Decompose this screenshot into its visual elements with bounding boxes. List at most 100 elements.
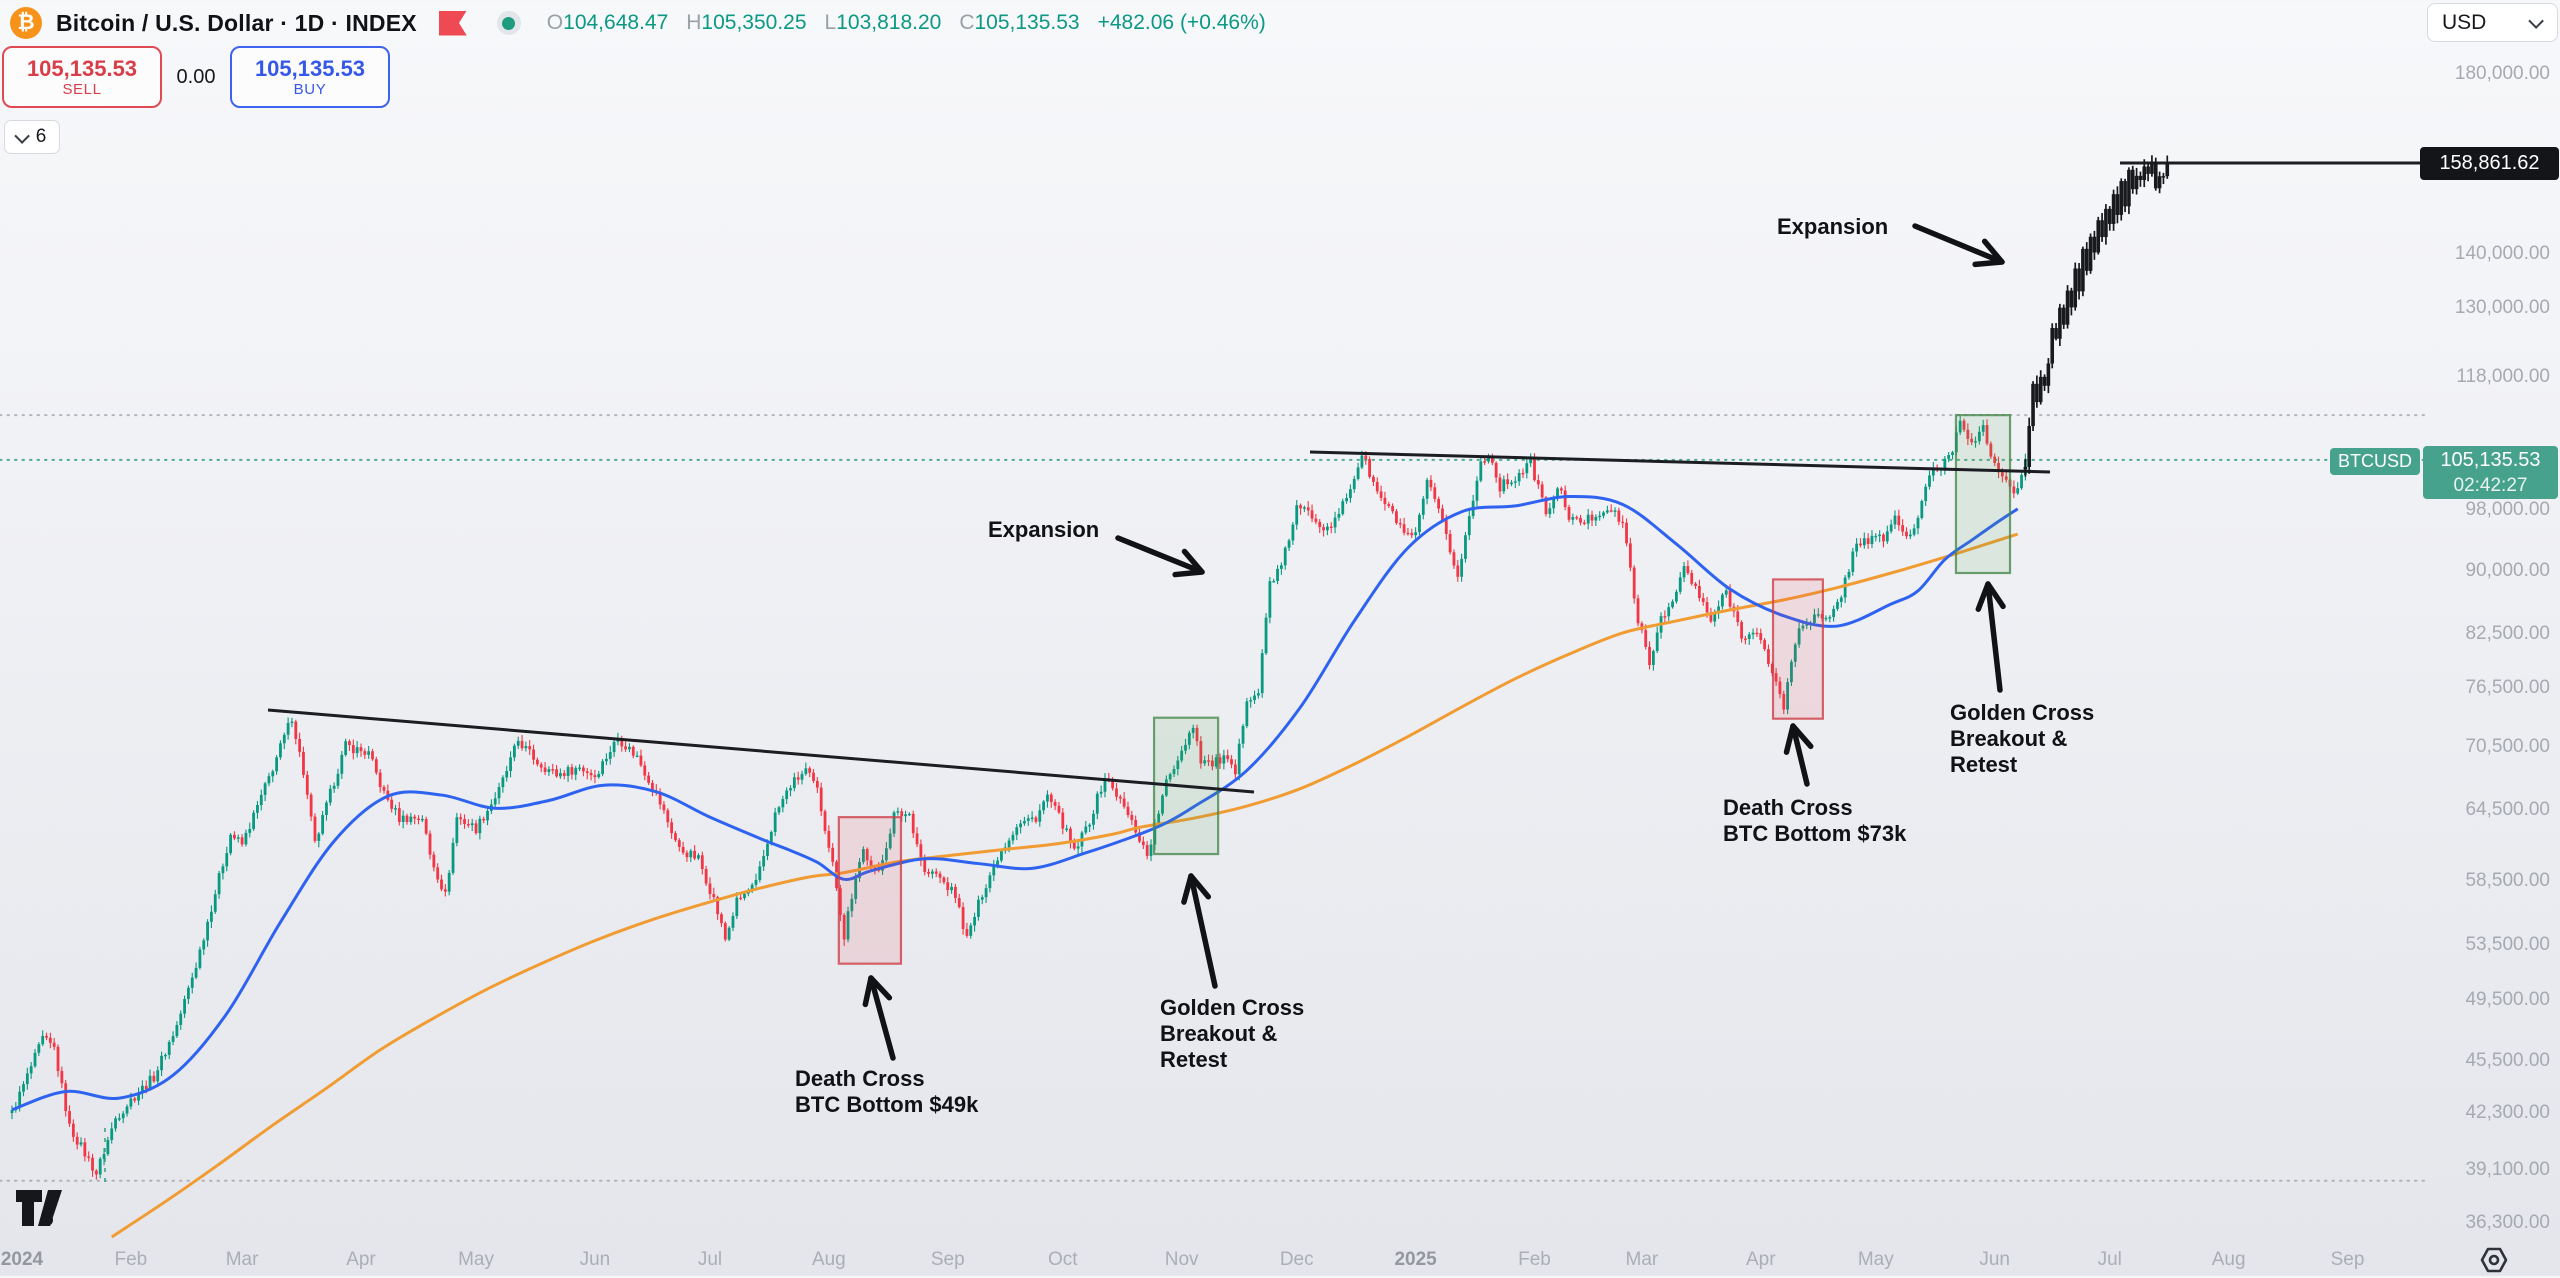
annotation-text[interactable]: Golden Cross Breakout & Retest — [1160, 995, 1305, 1072]
annotation-arrowhead — [1172, 548, 1205, 578]
time-axis-tick: Jun — [1979, 1249, 2011, 1270]
chevron-down-icon — [14, 127, 30, 144]
golden-cross-box[interactable] — [1954, 414, 2012, 575]
price-axis-tick: 58,500.00 — [2465, 869, 2550, 891]
time-axis-tick: Jun — [579, 1249, 611, 1270]
close-label: C — [959, 11, 975, 34]
buy-button[interactable]: 105,135.53 BUY — [230, 46, 390, 108]
annotation-arrow[interactable] — [1115, 535, 1205, 575]
trade-panel: 105,135.53 SELL 0.00 105,135.53 BUY — [2, 46, 390, 108]
annotation-arrowhead — [1181, 873, 1212, 905]
ma-50-line[interactable] — [11, 494, 2019, 1112]
price-axis-tick: 70,500.00 — [2465, 735, 2550, 757]
chevron-down-icon — [2528, 13, 2544, 29]
annotation-text[interactable]: Death Cross BTC Bottom $73k — [1723, 795, 1907, 846]
price-axis-tick: 42,300.00 — [2465, 1102, 2550, 1124]
tradingview-logo-icon — [16, 1190, 62, 1226]
annotation-arrow[interactable] — [1188, 873, 1218, 989]
time-axis-tick: Aug — [2211, 1249, 2246, 1270]
buy-price: 105,135.53 — [254, 55, 366, 81]
time-axis-tick: Jul — [2097, 1249, 2122, 1270]
price-axis-tick: 45,500.00 — [2465, 1049, 2550, 1071]
object-tree-badge[interactable]: 6 — [4, 120, 60, 154]
annotation-arrow[interactable] — [1912, 223, 2005, 265]
time-axis-tick: 2024 — [0, 1249, 44, 1270]
time-axis-tick: Apr — [346, 1249, 376, 1270]
symbol-title[interactable]: Bitcoin / U.S. Dollar · 1D · INDEX — [56, 9, 417, 36]
price-axis-tick: 130,000.00 — [2454, 296, 2550, 318]
time-axis-tick: 2025 — [1394, 1249, 1437, 1270]
time-axis-tick: Mar — [1625, 1249, 1659, 1270]
annotation-arrows[interactable] — [862, 223, 2006, 1061]
time-axis-tick: Feb — [114, 1249, 148, 1270]
ohlc-legend: O104,648.47 H105,350.25 L103,818.20 C105… — [547, 11, 1266, 35]
candles-projection — [2023, 155, 2170, 477]
symbol-legend[interactable]: ₿ Bitcoin / U.S. Dollar · 1D · INDEX O10… — [10, 5, 1266, 41]
price-axis-tick: 82,500.00 — [2465, 622, 2550, 644]
time-axis-tick: Dec — [1279, 1249, 1314, 1270]
annotation-text[interactable]: Death Cross BTC Bottom $49k — [795, 1066, 979, 1117]
death-cross-box[interactable] — [837, 816, 903, 965]
time-axis-tick: Feb — [1518, 1249, 1551, 1270]
bitcoin-glyph: ₿ — [17, 11, 35, 34]
currency-value: USD — [2442, 10, 2487, 34]
price-axis-tick: 180,000.00 — [2454, 63, 2550, 84]
annotation-arrowhead — [862, 975, 893, 1008]
price-axis-tick: 39,100.00 — [2465, 1158, 2550, 1180]
flag-icon[interactable] — [438, 10, 467, 36]
price-axis-tick: 64,500.00 — [2465, 799, 2550, 821]
trendlines[interactable] — [267, 161, 2484, 794]
price-scale-settings-button[interactable] — [2476, 1242, 2512, 1278]
price-axis-tick: 53,500.00 — [2465, 933, 2550, 955]
current-price-value: 105,135.53 — [2440, 448, 2541, 471]
bar-countdown: 02:42:27 — [2453, 474, 2528, 496]
currency-selector[interactable]: USD — [2427, 3, 2558, 42]
death-cross-box[interactable] — [1771, 578, 1824, 720]
open-value: 104,648.47 — [563, 11, 669, 34]
price-axis-tick: 36,300.00 — [2465, 1211, 2550, 1233]
time-axis-tick: Apr — [1745, 1249, 1776, 1270]
annotation-text[interactable]: Expansion — [1777, 214, 1889, 239]
close-value: 105,135.53 — [974, 11, 1080, 34]
price-axis-tick: 140,000.00 — [2454, 243, 2550, 265]
annotation-arrow[interactable] — [1985, 581, 2003, 693]
time-axis-tick: Mar — [225, 1249, 259, 1270]
low-value: 103,818.20 — [836, 11, 942, 34]
sell-price: 105,135.53 — [26, 55, 138, 81]
sell-button[interactable]: 105,135.53 SELL — [2, 46, 162, 108]
tradingview-logo[interactable] — [14, 1186, 66, 1235]
candles-history — [10, 416, 2027, 1180]
current-price-label: 105,135.53 02:42:27 — [2423, 446, 2558, 499]
bitcoin-icon: ₿ — [10, 7, 42, 39]
time-axis-tick: Sep — [930, 1249, 965, 1270]
sell-label: SELL — [62, 80, 102, 98]
annotation-text[interactable]: Golden Cross Breakout & Retest — [1950, 700, 2095, 777]
high-label: H — [686, 11, 702, 34]
symbol-tag-label: BTCUSD — [2330, 448, 2420, 475]
time-axis-tick: Nov — [1164, 1249, 1199, 1270]
price-axis-tick: 118,000.00 — [2456, 366, 2550, 388]
time-axis-tick: Aug — [811, 1249, 846, 1270]
annotation-arrow[interactable] — [1790, 723, 1810, 787]
market-status-icon[interactable] — [496, 11, 521, 35]
time-axis-tick: May — [458, 1249, 494, 1270]
projection-price-label: 158,861.62 — [2420, 147, 2559, 180]
trendline[interactable] — [1309, 450, 2051, 474]
annotation-arrowhead — [1783, 723, 1814, 755]
highlight-boxes[interactable] — [837, 414, 2012, 965]
annotation-arrow[interactable] — [868, 975, 896, 1061]
ma-200-line[interactable] — [110, 532, 2019, 1239]
buy-label: BUY — [293, 80, 327, 98]
spread-value: 0.00 — [176, 65, 216, 88]
change-value: +482.06 (+0.46%) — [1097, 11, 1266, 34]
price-axis-tick: 76,500.00 — [2465, 677, 2550, 699]
price-axis-tick: 98,000.00 — [2465, 499, 2550, 521]
time-axis-tick: Oct — [1048, 1249, 1078, 1270]
object-tree-count: 6 — [35, 126, 47, 147]
annotation-text[interactable]: Expansion — [988, 517, 1100, 542]
trendline[interactable] — [267, 708, 1255, 794]
price-level-lines — [0, 414, 2428, 1186]
annotation-arrowhead — [1972, 238, 2005, 268]
